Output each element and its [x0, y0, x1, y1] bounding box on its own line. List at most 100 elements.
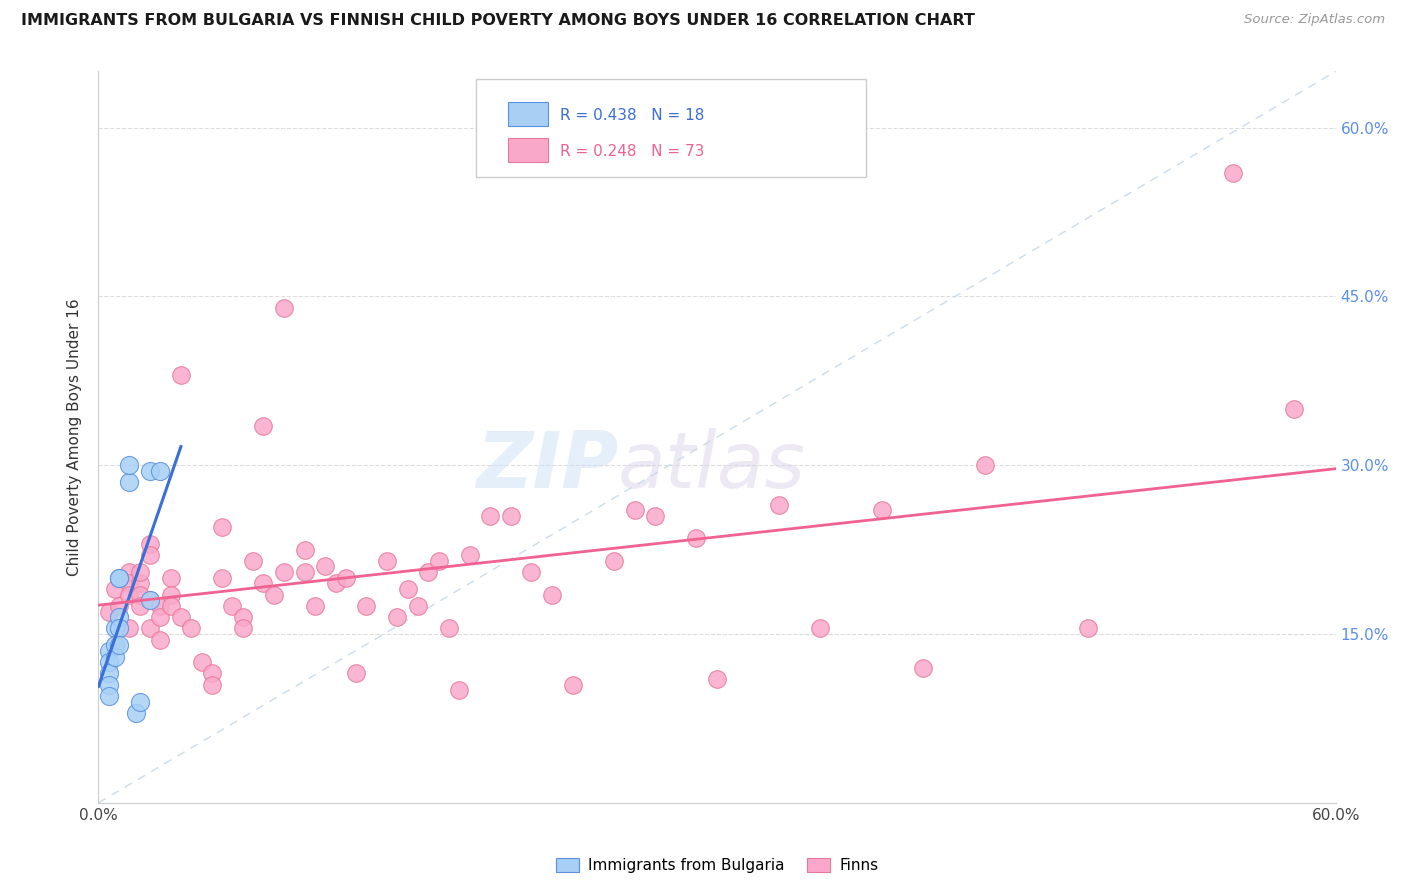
Point	[97, 644, 120, 658]
Point	[427, 554, 450, 568]
Point	[104, 582, 127, 596]
Point	[97, 605, 120, 619]
Point	[108, 621, 131, 635]
Point	[541, 588, 564, 602]
Point	[211, 571, 233, 585]
Point	[118, 475, 141, 489]
Point	[314, 559, 336, 574]
Point	[108, 571, 131, 585]
Point	[974, 458, 997, 473]
Point	[159, 599, 181, 613]
Point	[201, 678, 224, 692]
Point	[118, 458, 141, 473]
Point	[97, 678, 120, 692]
Point	[211, 520, 233, 534]
Point	[304, 599, 326, 613]
Point	[118, 588, 141, 602]
Point	[97, 689, 120, 703]
Point	[458, 548, 481, 562]
Point	[252, 418, 274, 433]
Point	[170, 368, 193, 383]
Point	[149, 632, 172, 647]
Point	[97, 666, 120, 681]
Point	[104, 638, 127, 652]
Point	[128, 694, 150, 708]
Point	[396, 582, 419, 596]
Point	[325, 576, 347, 591]
Point	[387, 610, 409, 624]
Point	[139, 621, 162, 635]
Point	[139, 537, 162, 551]
FancyBboxPatch shape	[508, 138, 547, 161]
Point	[294, 542, 316, 557]
Point	[479, 508, 502, 523]
Point	[1284, 401, 1306, 416]
Point	[685, 532, 707, 546]
Point	[124, 706, 146, 720]
Point	[118, 621, 141, 635]
Point	[344, 666, 367, 681]
Point	[139, 593, 162, 607]
Text: Source: ZipAtlas.com: Source: ZipAtlas.com	[1244, 13, 1385, 27]
Point	[273, 301, 295, 315]
Point	[139, 548, 162, 562]
Point	[108, 571, 131, 585]
Point	[159, 571, 181, 585]
Point	[104, 621, 127, 635]
Point	[242, 554, 264, 568]
Point	[375, 554, 398, 568]
Y-axis label: Child Poverty Among Boys Under 16: Child Poverty Among Boys Under 16	[67, 298, 83, 576]
Point	[644, 508, 666, 523]
Point	[706, 672, 728, 686]
Legend: Immigrants from Bulgaria, Finns: Immigrants from Bulgaria, Finns	[550, 852, 884, 880]
Point	[603, 554, 626, 568]
Point	[180, 621, 202, 635]
Point	[418, 565, 440, 579]
Point	[139, 593, 162, 607]
Point	[437, 621, 460, 635]
FancyBboxPatch shape	[475, 78, 866, 178]
Point	[108, 638, 131, 652]
Point	[870, 503, 893, 517]
FancyBboxPatch shape	[508, 103, 547, 126]
Text: R = 0.438   N = 18: R = 0.438 N = 18	[560, 108, 704, 123]
Point	[108, 610, 131, 624]
Point	[1222, 166, 1244, 180]
Point	[449, 683, 471, 698]
Point	[561, 678, 583, 692]
Point	[356, 599, 378, 613]
Point	[232, 610, 254, 624]
Text: R = 0.248   N = 73: R = 0.248 N = 73	[560, 145, 704, 159]
Text: IMMIGRANTS FROM BULGARIA VS FINNISH CHILD POVERTY AMONG BOYS UNDER 16 CORRELATIO: IMMIGRANTS FROM BULGARIA VS FINNISH CHIL…	[21, 13, 974, 29]
Point	[104, 649, 127, 664]
Point	[128, 599, 150, 613]
Point	[149, 464, 172, 478]
Point	[108, 599, 131, 613]
Point	[520, 565, 543, 579]
Point	[406, 599, 429, 613]
Text: ZIP: ZIP	[475, 428, 619, 504]
Point	[252, 576, 274, 591]
Point	[170, 610, 193, 624]
Point	[201, 666, 224, 681]
Point	[808, 621, 831, 635]
Point	[118, 576, 141, 591]
Point	[97, 655, 120, 669]
Point	[118, 565, 141, 579]
Point	[768, 498, 790, 512]
Point	[149, 610, 172, 624]
Point	[623, 503, 645, 517]
Point	[273, 565, 295, 579]
Text: atlas: atlas	[619, 428, 806, 504]
Point	[190, 655, 212, 669]
Point	[139, 464, 162, 478]
Point	[128, 565, 150, 579]
Point	[294, 565, 316, 579]
Point	[499, 508, 522, 523]
Point	[159, 588, 181, 602]
Point	[1077, 621, 1099, 635]
Point	[128, 576, 150, 591]
Point	[149, 599, 172, 613]
Point	[335, 571, 357, 585]
Point	[263, 588, 285, 602]
